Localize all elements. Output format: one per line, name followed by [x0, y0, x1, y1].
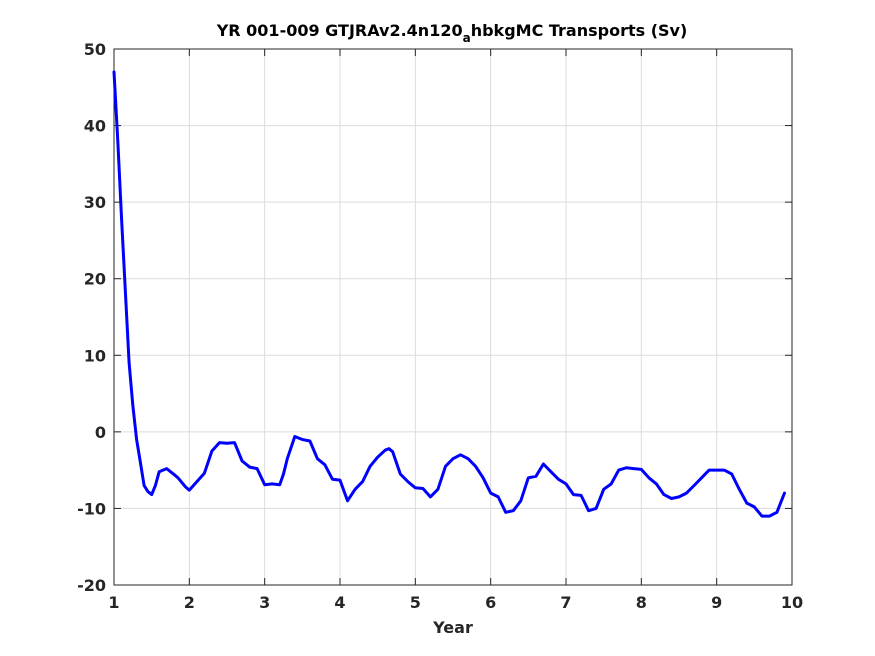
chart-title-main: YR 001-009 GTJRAv2.4n120	[216, 21, 463, 40]
x-tick-label: 2	[184, 593, 195, 612]
x-axis-label: Year	[432, 618, 473, 637]
y-tick-label: -20	[77, 576, 106, 595]
x-tick-label: 9	[711, 593, 722, 612]
x-tick-label: 4	[334, 593, 345, 612]
y-tick-label: 0	[95, 423, 106, 442]
plot-frame	[113, 48, 793, 586]
y-tick-label: 20	[84, 270, 106, 289]
transport-series-line	[112, 70, 786, 518]
y-tick-label: 50	[84, 40, 106, 59]
y-tick-label: -10	[77, 499, 106, 518]
x-tick-label: 5	[410, 593, 421, 612]
chart-title: YR 001-009 GTJRAv2.4n120ahbkgMC Transpor…	[216, 21, 688, 45]
y-tick-label: 10	[84, 346, 106, 365]
chart-title-subscript: a	[463, 31, 471, 45]
y-tick-label: 30	[84, 193, 106, 212]
x-tick-label: 1	[108, 593, 119, 612]
y-tick-label: 40	[84, 117, 106, 136]
x-tick-label: 8	[636, 593, 647, 612]
x-tick-label: 6	[485, 593, 496, 612]
x-tick-label: 3	[259, 593, 270, 612]
chart-title-rest: hbkgMC Transports (Sv)	[471, 21, 688, 40]
axis-ticks: 1 2 3 4 5 6 7 8 9 10 -20 -10 0 10 20 30 40 50	[77, 40, 803, 612]
x-tick-label: 10	[781, 593, 803, 612]
x-tick-label: 7	[560, 593, 571, 612]
